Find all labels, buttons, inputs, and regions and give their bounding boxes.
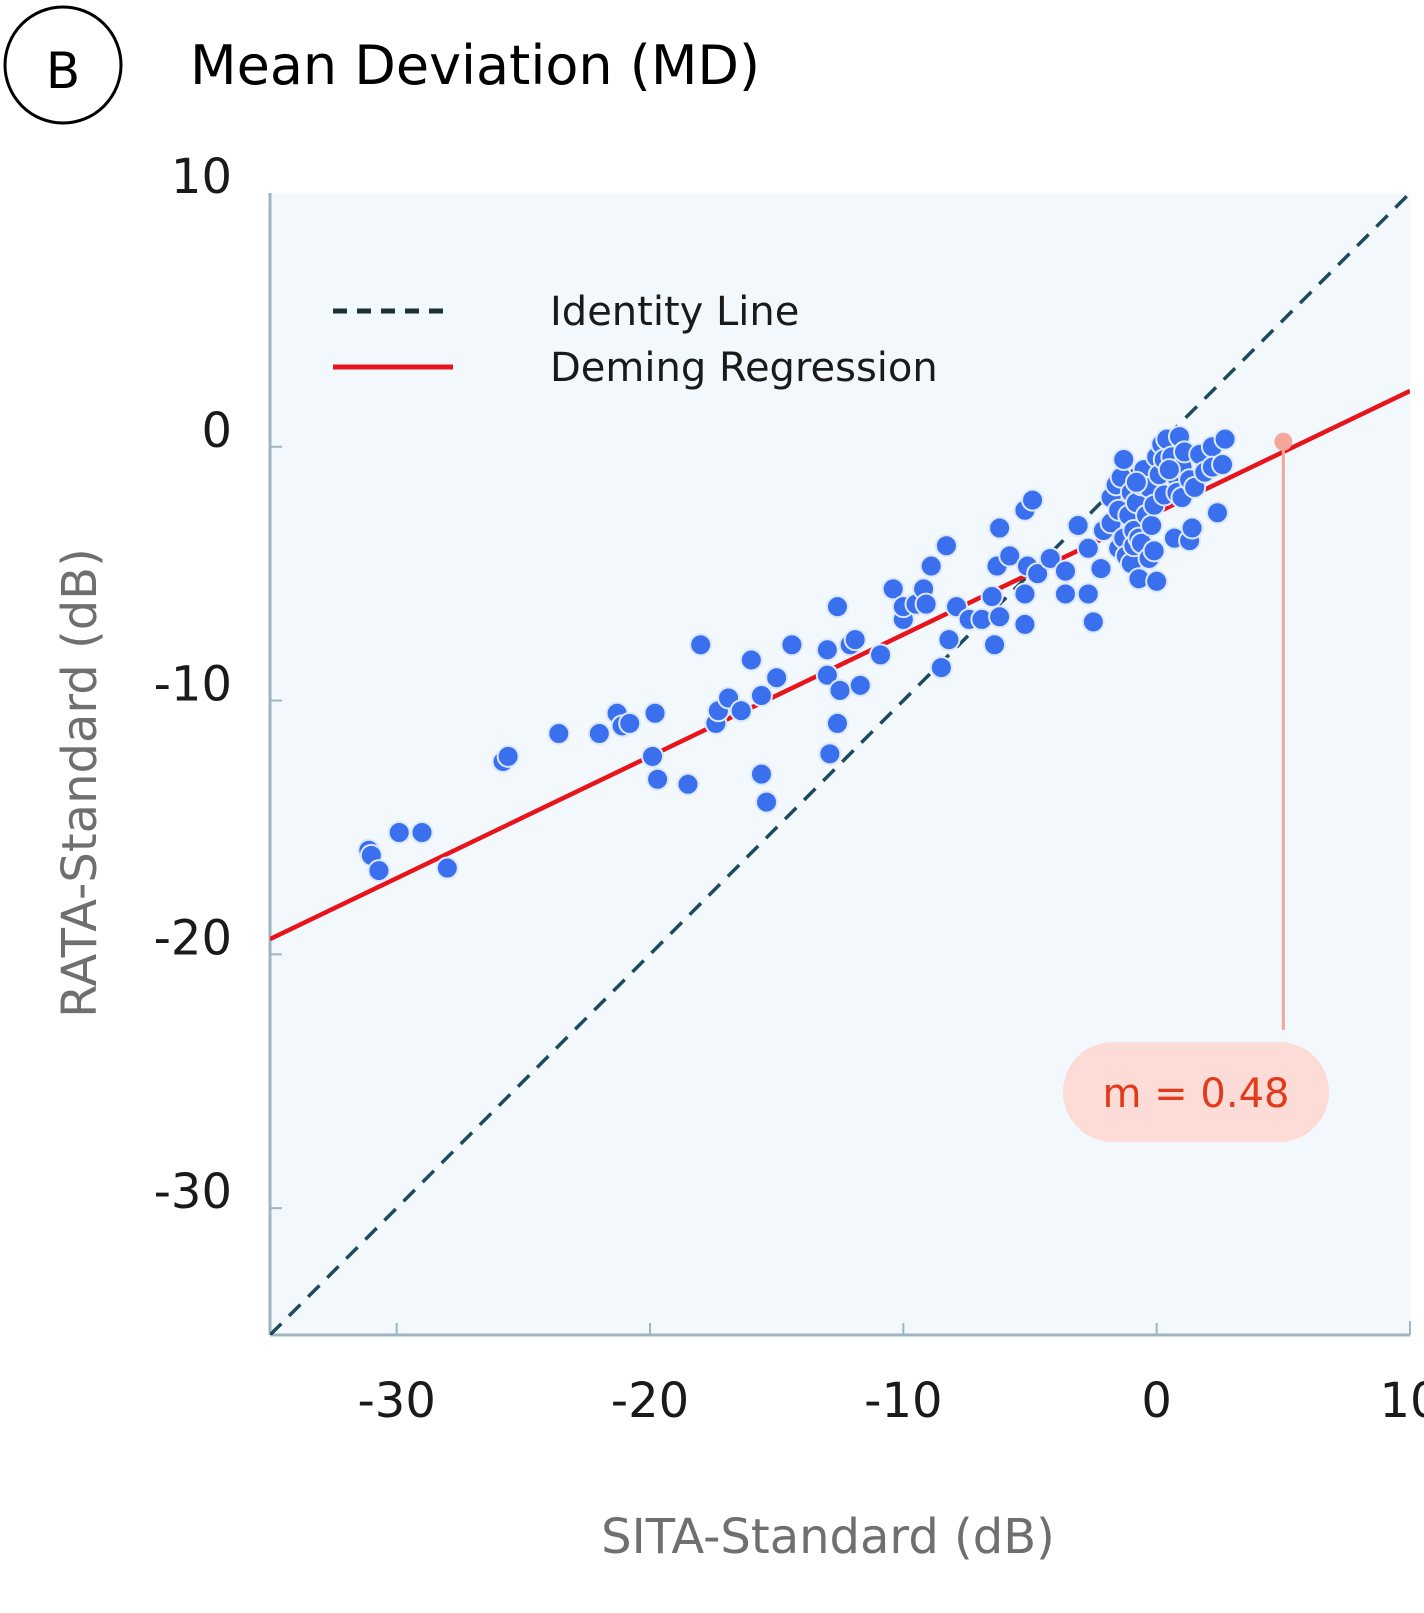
data-point (983, 633, 1007, 657)
y-tick-label: -20 (154, 910, 232, 966)
x-tick-label: -10 (864, 1373, 942, 1429)
data-point (1213, 427, 1237, 451)
data-point (410, 821, 434, 845)
data-point (780, 633, 804, 657)
annotation-anchor-dot (1274, 432, 1293, 451)
data-point (1076, 582, 1100, 606)
legend: Identity Line Deming Regression (333, 289, 938, 391)
data-point (496, 744, 520, 768)
data-point (1066, 513, 1090, 537)
annotation-text: m = 0.48 (1103, 1071, 1290, 1117)
data-point (934, 534, 958, 558)
data-point (1081, 610, 1105, 634)
data-point (843, 628, 867, 652)
data-point (387, 821, 411, 845)
data-point (1053, 582, 1077, 606)
data-point (1124, 470, 1148, 494)
legend-identity-label: Identity Line (550, 289, 799, 335)
data-point (929, 656, 953, 680)
reference-lines (270, 193, 1410, 1335)
deming-regression-line (270, 388, 1410, 942)
data-point (1038, 546, 1062, 570)
data-point (1145, 569, 1169, 593)
panel-label: B (46, 42, 80, 100)
data-point (818, 742, 842, 766)
data-point (587, 722, 611, 746)
data-point (988, 516, 1012, 540)
data-point (547, 722, 571, 746)
data-point (881, 577, 905, 601)
data-point (1026, 562, 1050, 586)
x-tick-label: -30 (357, 1373, 435, 1429)
y-tick-label: 0 (201, 403, 232, 459)
data-point (1053, 559, 1077, 583)
data-points (357, 425, 1237, 883)
data-point (815, 638, 839, 662)
data-point (676, 772, 700, 796)
data-point (641, 744, 665, 768)
data-point (689, 633, 713, 657)
data-point (914, 592, 938, 616)
data-point (980, 585, 1004, 609)
data-point (729, 699, 753, 723)
data-point (828, 678, 852, 702)
data-point (435, 856, 459, 880)
data-point (988, 605, 1012, 629)
data-point (869, 643, 893, 667)
data-point (755, 790, 779, 814)
data-point (1076, 536, 1100, 560)
x-axis-label: SITA-Standard (dB) (601, 1509, 1055, 1565)
data-point (1180, 516, 1204, 540)
panel-label-circle (3, 5, 123, 125)
data-point (1140, 513, 1164, 537)
y-tick-label: 10 (171, 149, 232, 205)
plot-area (270, 193, 1410, 1335)
data-point (765, 666, 789, 690)
chart-title: Mean Deviation (MD) (190, 34, 760, 97)
data-point (643, 701, 667, 725)
data-point (825, 595, 849, 619)
data-point (1205, 501, 1229, 525)
data-point (1021, 488, 1045, 512)
data-point (937, 628, 961, 652)
data-point (739, 648, 763, 672)
x-tick-label: -20 (611, 1373, 689, 1429)
data-point (618, 711, 642, 735)
panel-header: B Mean Deviation (MD) (3, 5, 760, 125)
data-point (825, 711, 849, 735)
axes: -30 -20 -10 0 10 10 0 -10 -20 -30 (154, 149, 1424, 1429)
y-tick-label: -10 (154, 657, 232, 713)
x-tick-label: 10 (1379, 1373, 1424, 1429)
y-tick-label: -30 (154, 1164, 232, 1220)
data-point (646, 767, 670, 791)
data-point (1013, 612, 1037, 636)
data-point (1157, 458, 1181, 482)
data-point (848, 673, 872, 697)
x-tick-label: 0 (1141, 1373, 1172, 1429)
data-point (1013, 582, 1037, 606)
data-point (367, 859, 391, 883)
axis-labels: SITA-Standard (dB) RATA-Standard (dB) (52, 548, 1055, 1565)
annotation-box (1063, 1042, 1329, 1142)
data-point (749, 683, 773, 707)
data-point (998, 544, 1022, 568)
data-point (1089, 557, 1113, 581)
y-axis-label: RATA-Standard (dB) (52, 548, 108, 1018)
data-point (919, 554, 943, 578)
legend-deming-label: Deming Regression (550, 345, 938, 391)
data-point (1112, 447, 1136, 471)
data-point (1142, 539, 1166, 563)
data-point (749, 762, 773, 786)
data-point (815, 663, 839, 687)
slope-annotation: m = 0.48 (1063, 432, 1329, 1142)
data-point (1211, 453, 1235, 477)
